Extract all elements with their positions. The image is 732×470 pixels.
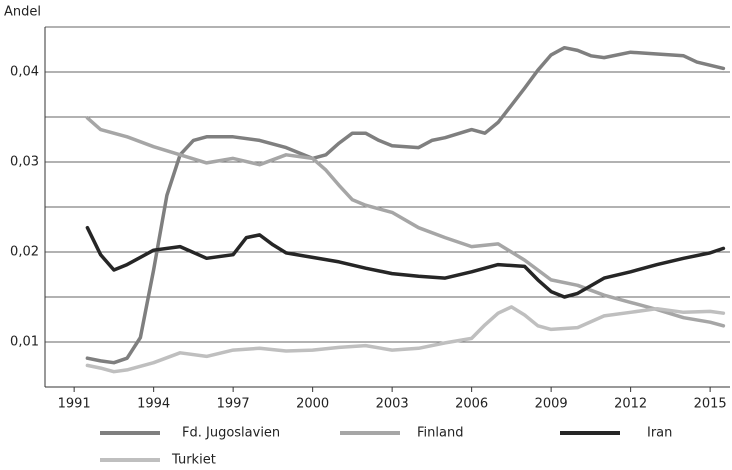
x-tick-label: 2015 (694, 397, 727, 412)
x-tick-label: 2012 (614, 397, 647, 412)
legend-label: Fd. Jugoslavien (182, 426, 280, 441)
x-tick-label: 1991 (58, 397, 91, 412)
legend-label: Iran (647, 426, 672, 441)
y-tick-label: 0,03 (10, 155, 39, 170)
series-line (85, 45, 726, 365)
x-tick-label: 1994 (137, 397, 170, 412)
x-tick-label: 2006 (455, 397, 488, 412)
x-tick-label: 1997 (217, 397, 250, 412)
series-line (85, 116, 726, 328)
y-tick-label: 0,04 (10, 65, 39, 80)
x-tick-label: 2000 (296, 397, 329, 412)
legend-label: Turkiet (171, 453, 216, 468)
y-axis-label: Andel (4, 5, 41, 20)
y-tick-label: 0,01 (10, 335, 39, 350)
x-tick-label: 2009 (535, 397, 568, 412)
legend-label: Finland (417, 426, 463, 441)
x-tick-label: 2003 (376, 397, 409, 412)
series-line (85, 305, 726, 374)
y-tick-label: 0,02 (10, 245, 39, 260)
series-line (85, 225, 726, 299)
